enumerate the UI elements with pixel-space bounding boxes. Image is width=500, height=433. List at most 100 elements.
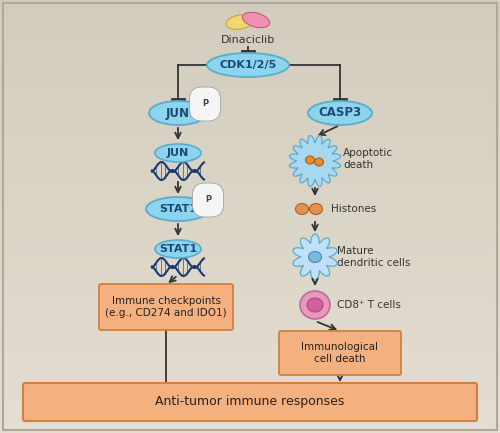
Bar — [0, 1, 500, 2]
Bar — [0, 6, 500, 7]
Bar — [0, 243, 500, 244]
Bar — [0, 424, 500, 425]
Bar — [0, 363, 500, 364]
Ellipse shape — [307, 298, 323, 312]
Bar — [0, 211, 500, 212]
Bar — [0, 174, 500, 175]
Text: CASP3: CASP3 — [318, 107, 362, 120]
FancyBboxPatch shape — [99, 284, 233, 330]
Bar — [0, 210, 500, 211]
Bar — [0, 36, 500, 37]
Bar — [0, 403, 500, 404]
Bar — [0, 134, 500, 135]
Bar — [0, 113, 500, 114]
Bar — [0, 82, 500, 83]
Bar — [0, 128, 500, 129]
Bar — [0, 71, 500, 72]
Bar — [0, 288, 500, 289]
Bar — [0, 15, 500, 16]
Bar — [0, 329, 500, 330]
Bar — [0, 312, 500, 313]
Bar — [0, 389, 500, 390]
Bar — [0, 231, 500, 232]
Bar — [0, 236, 500, 237]
Bar — [0, 99, 500, 100]
Bar — [0, 394, 500, 395]
Bar — [0, 164, 500, 165]
Bar — [0, 411, 500, 412]
FancyBboxPatch shape — [279, 331, 401, 375]
Bar — [0, 264, 500, 265]
Bar — [0, 249, 500, 250]
Bar — [0, 175, 500, 176]
Bar — [0, 412, 500, 413]
Text: STAT1: STAT1 — [159, 204, 197, 214]
Bar — [0, 387, 500, 388]
Bar — [0, 115, 500, 116]
Bar — [0, 349, 500, 350]
Bar — [0, 373, 500, 374]
Bar — [0, 92, 500, 93]
Bar — [0, 49, 500, 50]
Bar — [0, 313, 500, 314]
Bar — [0, 205, 500, 206]
Bar — [0, 296, 500, 297]
Text: JUN: JUN — [166, 107, 190, 120]
Bar — [0, 102, 500, 103]
Bar — [0, 151, 500, 152]
Bar — [0, 362, 500, 363]
Bar — [0, 167, 500, 168]
Bar — [0, 191, 500, 192]
Bar — [0, 368, 500, 369]
Bar — [0, 334, 500, 335]
Bar — [0, 407, 500, 408]
Ellipse shape — [308, 101, 372, 125]
Bar — [0, 143, 500, 144]
Ellipse shape — [306, 156, 314, 164]
Text: Histones: Histones — [331, 204, 376, 214]
Bar — [0, 147, 500, 148]
Bar — [0, 289, 500, 290]
Bar — [0, 33, 500, 34]
Bar — [0, 70, 500, 71]
Bar — [0, 180, 500, 181]
Text: CD8⁺ T cells: CD8⁺ T cells — [337, 300, 401, 310]
Bar — [0, 182, 500, 183]
Bar — [0, 410, 500, 411]
Bar — [0, 354, 500, 355]
Bar — [0, 381, 500, 382]
Bar — [0, 202, 500, 203]
Bar — [0, 5, 500, 6]
Bar — [0, 152, 500, 153]
Bar — [0, 68, 500, 69]
Bar — [0, 95, 500, 96]
Bar — [0, 278, 500, 279]
Bar — [0, 200, 500, 201]
Ellipse shape — [226, 15, 254, 29]
Bar — [0, 39, 500, 40]
Bar — [0, 263, 500, 264]
Bar — [0, 126, 500, 127]
Ellipse shape — [314, 158, 324, 166]
Bar — [0, 238, 500, 239]
Bar — [0, 431, 500, 432]
Bar — [0, 254, 500, 255]
Bar — [0, 88, 500, 89]
Bar — [0, 105, 500, 106]
Bar — [0, 270, 500, 271]
Bar — [0, 117, 500, 118]
Bar — [0, 359, 500, 360]
Bar — [0, 107, 500, 108]
Bar — [0, 220, 500, 221]
Bar — [0, 378, 500, 379]
Bar — [0, 369, 500, 370]
Bar — [0, 208, 500, 209]
Bar — [0, 86, 500, 87]
Bar — [0, 187, 500, 188]
Bar — [0, 108, 500, 109]
Bar — [0, 59, 500, 60]
Bar — [0, 65, 500, 66]
Bar — [0, 255, 500, 256]
Bar — [0, 173, 500, 174]
Bar — [0, 16, 500, 17]
